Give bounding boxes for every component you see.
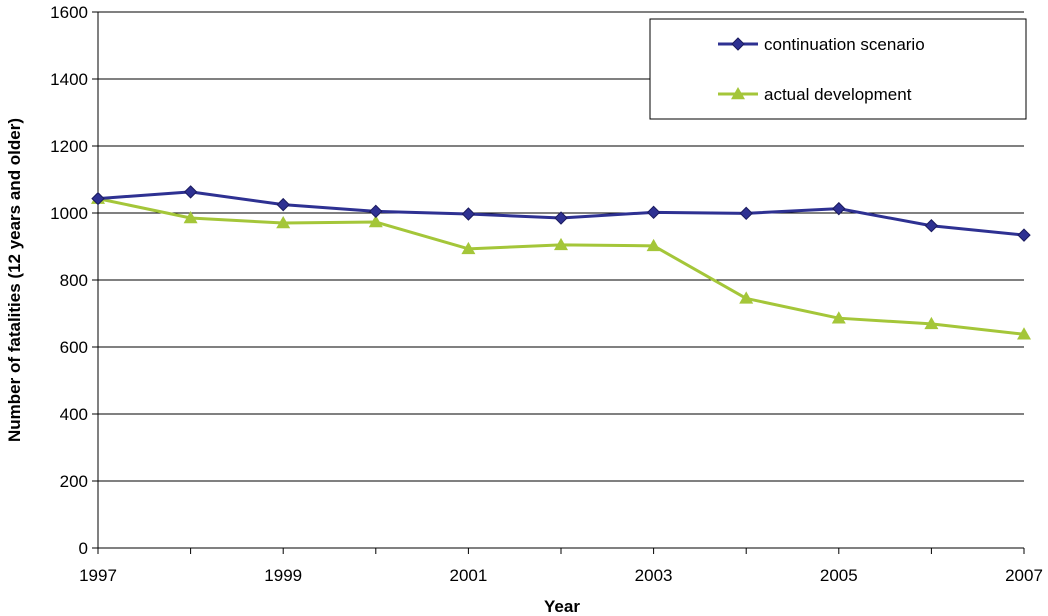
- x-tick-label: 2005: [820, 566, 858, 585]
- triangle-marker: [831, 311, 846, 324]
- legend-diamond-marker: [731, 37, 745, 51]
- diamond-marker: [276, 197, 290, 212]
- y-tick-label: 1400: [50, 70, 88, 89]
- y-tick-label: 0: [79, 539, 88, 558]
- y-tick-label: 1200: [50, 137, 88, 156]
- triangle-marker: [368, 215, 383, 228]
- y-tick-label: 800: [60, 271, 88, 290]
- x-tick-label: 2007: [1005, 566, 1043, 585]
- triangle-marker: [1017, 327, 1031, 340]
- legend: continuation scenario actual development: [649, 18, 1027, 120]
- diamond-marker: [461, 207, 476, 221]
- triangle-marker: [646, 238, 661, 252]
- diamond-marker: [1017, 228, 1031, 242]
- y-tick-label: 400: [60, 405, 88, 424]
- triangle-marker: [461, 241, 476, 255]
- legend-box: [649, 18, 1027, 120]
- diamond-marker: [646, 205, 661, 220]
- diamond-marker: [832, 201, 846, 216]
- y-tick-labels: 0 200 400 600 800 1000 1200 1400 1600: [50, 3, 88, 558]
- y-tick-label: 1600: [50, 3, 88, 22]
- triangle-marker: [183, 211, 198, 224]
- y-tick-label: 1000: [50, 204, 88, 223]
- legend-label: continuation scenario: [764, 35, 925, 54]
- triangle-marker: [554, 237, 568, 251]
- triangle-marker: [924, 316, 939, 330]
- diamond-marker: [554, 211, 568, 225]
- series-group: [91, 185, 1031, 340]
- legend-label: actual development: [764, 85, 912, 104]
- legend-item: actual development: [718, 85, 912, 104]
- series-continuation-scenario: [91, 185, 1031, 242]
- x-tick-label: 1997: [79, 566, 117, 585]
- x-tick-label: 2001: [449, 566, 487, 585]
- x-tick-labels: 1997 1999 2001 2003 2005 2007: [79, 566, 1043, 585]
- y-tick-label: 600: [60, 338, 88, 357]
- legend-item: continuation scenario: [718, 35, 925, 54]
- diamond-marker: [369, 204, 383, 219]
- y-tick-label: 200: [60, 472, 88, 491]
- axes: [92, 11, 1025, 554]
- x-tick-label: 2003: [635, 566, 673, 585]
- x-tick-label: 1999: [264, 566, 302, 585]
- diamond-marker: [739, 206, 753, 221]
- diamond-marker: [91, 191, 105, 206]
- legend-triangle-marker: [731, 87, 745, 100]
- triangle-marker: [276, 216, 291, 229]
- y-axis-title: Number of fatalities (12 years and older…: [5, 118, 24, 442]
- diamond-marker: [924, 219, 939, 233]
- diamond-marker: [183, 185, 198, 199]
- x-axis-title: Year: [544, 597, 580, 616]
- triangle-marker: [739, 291, 754, 304]
